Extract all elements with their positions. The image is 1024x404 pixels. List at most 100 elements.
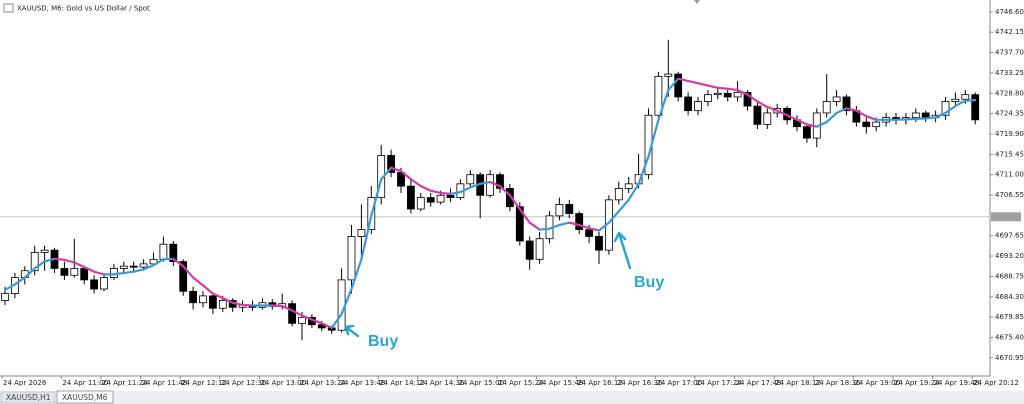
ma-segment	[785, 114, 799, 121]
x-tick-label: 24 Apr 18:36	[815, 379, 861, 387]
x-tick-label: 24 Apr 11:24	[102, 379, 148, 387]
tab-active[interactable]	[56, 390, 114, 404]
y-tick-label: 4684.30	[995, 293, 1024, 301]
ma-segment	[865, 115, 878, 121]
ma-segment	[182, 265, 195, 279]
buy-arrow	[613, 231, 632, 270]
ma-segment	[686, 79, 700, 85]
tab-label[interactable]: XAUUSD,H1	[6, 393, 51, 402]
tab-label[interactable]: XAUUSD,M6	[62, 393, 108, 402]
ma-segment	[53, 257, 66, 261]
candle-body	[971, 94, 980, 121]
candle-body	[743, 91, 752, 107]
x-tick-label: 24 Apr 19:48	[934, 379, 980, 387]
ma-segment	[587, 227, 601, 232]
candle-body	[505, 188, 514, 208]
y-tick-label: 4675.40	[995, 334, 1024, 342]
ma-segment	[419, 185, 432, 192]
candle-body	[704, 94, 712, 102]
candle-body	[30, 252, 39, 272]
candle-body	[614, 188, 623, 201]
x-tick-label: 24 Apr 12:12	[181, 379, 227, 387]
ma-segment	[627, 182, 640, 201]
tab-strip	[0, 391, 1024, 404]
candle-body	[129, 265, 138, 268]
x-tick-label: 24 Apr 18:12	[775, 379, 821, 387]
ma-segment	[13, 276, 26, 286]
candle-body	[90, 279, 98, 290]
ma-segment	[390, 166, 403, 173]
x-tick-label: 24 Apr 13:24	[300, 379, 346, 387]
y-tick-label: 4693.20	[995, 252, 1024, 260]
ma-segment	[142, 264, 155, 271]
tab[interactable]	[0, 391, 56, 404]
candle-body	[208, 295, 217, 309]
ma-segment	[835, 107, 848, 115]
x-tick-label: 24 Apr 13:48	[340, 379, 386, 387]
ma-segment	[43, 257, 56, 263]
ma-segment	[330, 313, 343, 329]
candle-body	[179, 261, 188, 292]
x-tick-label: 24 Apr 16:12	[577, 379, 623, 387]
annotation: Buy	[634, 274, 664, 291]
x-tick-label: 24 Apr 13:00	[260, 379, 306, 387]
buy-arrow	[344, 324, 360, 338]
candle-body	[585, 229, 593, 237]
candle-body	[169, 243, 178, 262]
ma-segment	[439, 191, 452, 196]
ma-segment	[954, 99, 967, 108]
ma-segment	[855, 109, 868, 118]
candle-body	[872, 121, 881, 128]
candle-body	[80, 268, 89, 281]
candle-body	[822, 101, 831, 114]
ma-segment	[23, 267, 36, 279]
candle-body	[565, 204, 574, 214]
ma-segment	[281, 304, 294, 312]
ma-segment	[746, 93, 759, 103]
y-tick-label: 4742.15	[995, 28, 1024, 36]
candle-body	[199, 295, 207, 304]
x-tick-label: 24 Apr 16:36	[617, 379, 663, 387]
price-box	[991, 212, 1021, 222]
candle-body	[624, 183, 633, 189]
candle-body	[654, 75, 663, 116]
ma-segment	[815, 121, 828, 128]
x-tick-label: 24 Apr 2026	[3, 379, 47, 387]
candle-body	[862, 121, 871, 128]
candle-body	[921, 112, 930, 118]
x-tick-label: 24 Apr 11:00	[62, 379, 108, 387]
ma-segment	[805, 123, 818, 128]
x-tick-label: 24 Apr 20:12	[973, 379, 1019, 387]
ma-segment	[409, 178, 422, 188]
ma-segment	[766, 105, 779, 112]
candle-body	[446, 194, 455, 198]
y-tick-label: 4719.90	[995, 130, 1024, 138]
candle-body	[842, 96, 851, 112]
ma-segment	[63, 258, 76, 264]
candle-body	[694, 101, 702, 112]
y-tick-label: 4711.00	[995, 171, 1024, 179]
ma-segment	[459, 186, 472, 194]
candle-body	[496, 174, 504, 189]
candle-body	[486, 174, 495, 196]
ma-segment	[518, 207, 531, 224]
ma-segment	[360, 214, 373, 261]
x-tick-label: 24 Apr 15:48	[538, 379, 584, 387]
candle-body	[803, 126, 811, 139]
y-tick-label: 4697.65	[995, 232, 1024, 240]
candle-body	[961, 94, 970, 100]
candle-body	[911, 112, 920, 118]
ma-segment	[944, 104, 957, 115]
candle-body	[139, 263, 148, 268]
candle-body	[525, 240, 534, 260]
ma-segment	[924, 116, 937, 120]
ma-segment	[597, 221, 611, 232]
candle-body	[357, 229, 366, 237]
ma-segment	[211, 292, 224, 300]
candle-body	[189, 290, 198, 304]
y-tick-label: 4733.25	[995, 69, 1024, 77]
candle-body	[713, 92, 722, 96]
candle-body	[515, 206, 524, 242]
candle-body	[119, 265, 128, 269]
ma-segment	[152, 258, 165, 267]
